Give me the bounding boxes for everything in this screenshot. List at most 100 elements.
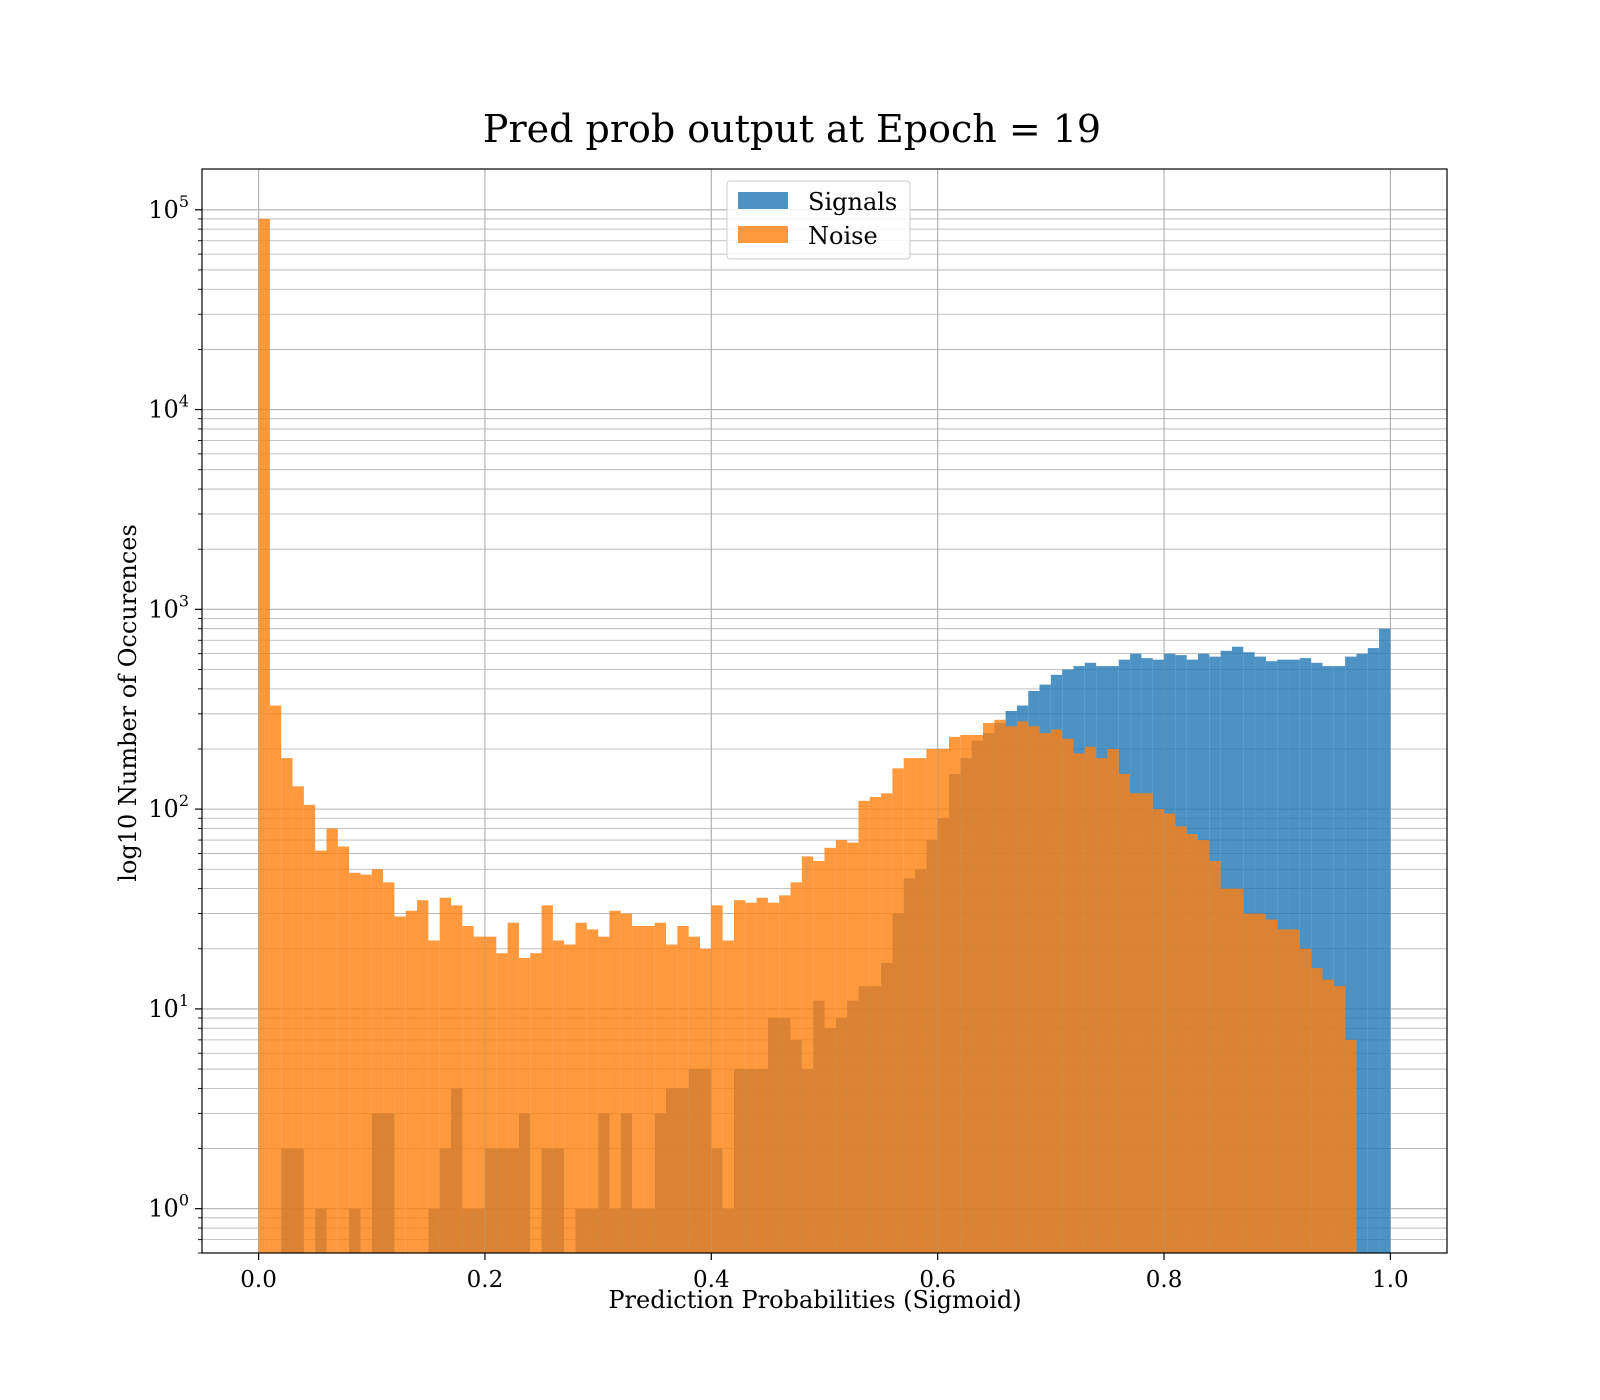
histogram-bar (541, 905, 553, 1253)
histogram-bar (700, 948, 712, 1253)
x-tick-label: 0.0 (240, 1267, 277, 1293)
legend: Signals Noise (726, 180, 911, 260)
y-axis-ticks: 100 101 102 103 104 105 (148, 192, 202, 1254)
histogram-bar (722, 940, 734, 1253)
histogram-bar (326, 828, 338, 1253)
x-tick-label: 0.6 (919, 1267, 956, 1293)
legend-label-signals: Signals (808, 188, 897, 216)
histogram-bar (462, 925, 474, 1253)
histogram-bar (518, 957, 531, 1253)
histogram-bar (869, 796, 882, 1253)
histogram-bar (258, 218, 270, 1253)
histogram-bar (1231, 888, 1244, 1253)
histogram-bar (824, 847, 836, 1253)
histogram-bar (643, 925, 655, 1253)
histogram-bar (1311, 968, 1323, 1253)
histogram-bar (507, 922, 519, 1253)
histogram-bar (315, 850, 327, 1253)
histogram-bar (383, 882, 395, 1253)
histogram-bar (1333, 986, 1346, 1253)
y-tick-label: 104 (148, 392, 189, 424)
histogram-bar (620, 913, 633, 1253)
histogram-bar (1005, 726, 1017, 1253)
y-axis-label: log10 Number of Occurences (114, 524, 142, 882)
histogram-bar (1096, 758, 1108, 1253)
histogram-bar (269, 705, 282, 1253)
histogram-bar (1084, 746, 1097, 1253)
histogram-bar (1186, 834, 1198, 1253)
histogram-bar (473, 936, 485, 1253)
histogram-bar (1243, 913, 1255, 1253)
histogram-bar (960, 734, 972, 1253)
histogram-bar (949, 736, 961, 1253)
histogram-bar (1265, 919, 1278, 1253)
histogram-bar (281, 758, 293, 1253)
histogram-bar (439, 897, 451, 1253)
histogram-bar (1164, 813, 1176, 1253)
histogram-bar (1062, 738, 1074, 1253)
histogram-bar (892, 768, 904, 1253)
histogram-bar (428, 940, 440, 1253)
x-tick-label: 0.8 (1146, 1267, 1183, 1293)
histogram-bar (677, 925, 689, 1253)
histogram-bar (733, 900, 746, 1253)
histogram-bar (349, 872, 361, 1253)
histogram-bar (1107, 748, 1119, 1253)
histogram-bar (1379, 628, 1391, 1253)
series-noise (258, 218, 1357, 1253)
histogram-bar (586, 929, 599, 1253)
histogram-bar (767, 902, 780, 1253)
histogram-bar (982, 722, 995, 1253)
histogram-bar (1050, 729, 1063, 1253)
histogram-bar (915, 758, 927, 1253)
plot-frame (201, 168, 1448, 1254)
histogram-bar (745, 902, 757, 1253)
histogram-bar (484, 936, 497, 1253)
histogram-bar (937, 748, 949, 1253)
histogram-bar (337, 846, 350, 1253)
histogram-bar (1356, 653, 1368, 1253)
histogram-bar (360, 874, 372, 1253)
histogram-bar (1073, 753, 1085, 1253)
histogram-bar (1299, 948, 1312, 1253)
histogram-bar (496, 953, 508, 1253)
histogram-bar (903, 758, 916, 1253)
histogram-bar (1141, 793, 1153, 1253)
y-tick-label: 100 (148, 1191, 189, 1223)
histogram-bar (711, 905, 723, 1253)
histogram-bar (1345, 1039, 1357, 1253)
histogram-bar (835, 840, 848, 1253)
histogram-bar (598, 936, 610, 1253)
histogram-bar (654, 922, 667, 1253)
histogram-bar (405, 910, 418, 1253)
histogram-bar (1367, 648, 1380, 1253)
histogram-bars (258, 218, 1391, 1253)
x-tick-label: 0.4 (693, 1267, 730, 1293)
histogram-bar (1322, 979, 1334, 1253)
legend-label-noise: Noise (808, 222, 878, 250)
histogram-bar (858, 800, 870, 1253)
histogram-bar (801, 856, 814, 1253)
vertical-grid-overlay (258, 169, 1391, 1253)
chart-title: Pred prob output at Epoch = 19 (483, 107, 1101, 151)
histogram-bar (1198, 840, 1210, 1253)
histogram-bar (756, 897, 768, 1253)
histogram-bar (632, 925, 644, 1253)
histogram-bar (292, 786, 304, 1253)
histogram-bar (575, 922, 587, 1253)
histogram-bar (564, 944, 576, 1253)
histogram-bar (1039, 733, 1051, 1253)
histogram-bar (303, 804, 316, 1253)
y-tick-label: 105 (148, 192, 189, 224)
x-axis-label: Prediction Probabilities (Sigmoid) (608, 1286, 1021, 1314)
histogram-bar (417, 900, 429, 1253)
histogram-bar (1130, 793, 1142, 1253)
x-axis-ticks: 0.0 0.2 0.4 0.6 0.8 1.0 (240, 1253, 1409, 1293)
x-tick-label: 0.2 (467, 1267, 504, 1293)
y-tick-label: 103 (148, 591, 189, 623)
histogram-bar (779, 895, 791, 1253)
histogram-bar (1322, 666, 1334, 1253)
histogram-bar (1175, 826, 1187, 1253)
histogram-bar (1254, 913, 1266, 1253)
